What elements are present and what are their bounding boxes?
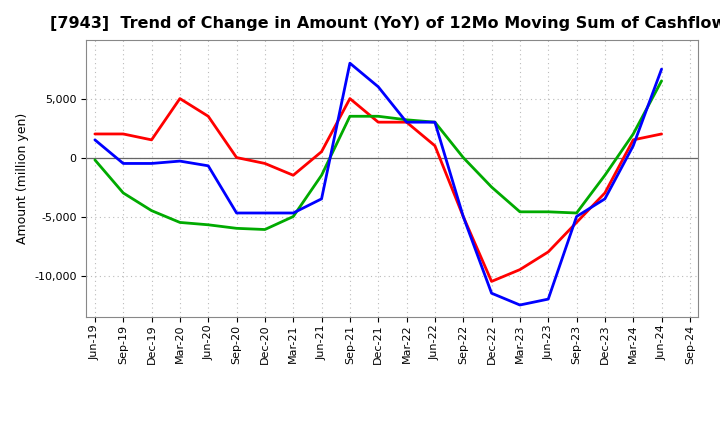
Free Cashflow	[261, 210, 269, 216]
Free Cashflow	[148, 161, 156, 166]
Operating Cashflow	[233, 155, 241, 160]
Investing Cashflow	[487, 184, 496, 190]
Operating Cashflow	[119, 131, 127, 136]
Free Cashflow	[402, 120, 411, 125]
Operating Cashflow	[289, 172, 297, 178]
Investing Cashflow	[289, 214, 297, 219]
Investing Cashflow	[572, 210, 581, 216]
Operating Cashflow	[516, 267, 524, 272]
Operating Cashflow	[544, 249, 552, 255]
Investing Cashflow	[176, 220, 184, 225]
Investing Cashflow	[402, 117, 411, 122]
Operating Cashflow	[431, 143, 439, 148]
Free Cashflow	[176, 158, 184, 164]
Line: Investing Cashflow: Investing Cashflow	[95, 81, 662, 230]
Operating Cashflow	[346, 96, 354, 101]
Operating Cashflow	[176, 96, 184, 101]
Investing Cashflow	[148, 208, 156, 213]
Operating Cashflow	[261, 161, 269, 166]
Investing Cashflow	[600, 172, 609, 178]
Free Cashflow	[346, 61, 354, 66]
Operating Cashflow	[91, 131, 99, 136]
Free Cashflow	[119, 161, 127, 166]
Operating Cashflow	[318, 149, 326, 154]
Investing Cashflow	[233, 226, 241, 231]
Line: Free Cashflow: Free Cashflow	[95, 63, 662, 305]
Investing Cashflow	[204, 222, 212, 227]
Investing Cashflow	[431, 120, 439, 125]
Operating Cashflow	[148, 137, 156, 143]
Investing Cashflow	[374, 114, 382, 119]
Free Cashflow	[487, 290, 496, 296]
Free Cashflow	[374, 84, 382, 89]
Free Cashflow	[629, 143, 637, 148]
Free Cashflow	[233, 210, 241, 216]
Investing Cashflow	[516, 209, 524, 214]
Operating Cashflow	[374, 120, 382, 125]
Free Cashflow	[516, 302, 524, 308]
Free Cashflow	[600, 196, 609, 202]
Investing Cashflow	[318, 172, 326, 178]
Investing Cashflow	[119, 191, 127, 196]
Operating Cashflow	[572, 220, 581, 225]
Operating Cashflow	[487, 279, 496, 284]
Free Cashflow	[572, 214, 581, 219]
Investing Cashflow	[657, 78, 666, 84]
Investing Cashflow	[544, 209, 552, 214]
Investing Cashflow	[261, 227, 269, 232]
Free Cashflow	[459, 214, 467, 219]
Y-axis label: Amount (million yen): Amount (million yen)	[16, 113, 29, 244]
Free Cashflow	[657, 66, 666, 72]
Investing Cashflow	[629, 131, 637, 136]
Line: Operating Cashflow: Operating Cashflow	[95, 99, 662, 282]
Free Cashflow	[544, 297, 552, 302]
Operating Cashflow	[402, 120, 411, 125]
Free Cashflow	[91, 137, 99, 143]
Free Cashflow	[289, 210, 297, 216]
Operating Cashflow	[459, 214, 467, 219]
Investing Cashflow	[346, 114, 354, 119]
Operating Cashflow	[204, 114, 212, 119]
Free Cashflow	[431, 120, 439, 125]
Investing Cashflow	[459, 155, 467, 160]
Free Cashflow	[318, 196, 326, 202]
Investing Cashflow	[91, 157, 99, 162]
Free Cashflow	[204, 163, 212, 169]
Operating Cashflow	[600, 191, 609, 196]
Title: [7943]  Trend of Change in Amount (YoY) of 12Mo Moving Sum of Cashflows: [7943] Trend of Change in Amount (YoY) o…	[50, 16, 720, 32]
Operating Cashflow	[657, 131, 666, 136]
Operating Cashflow	[629, 137, 637, 143]
